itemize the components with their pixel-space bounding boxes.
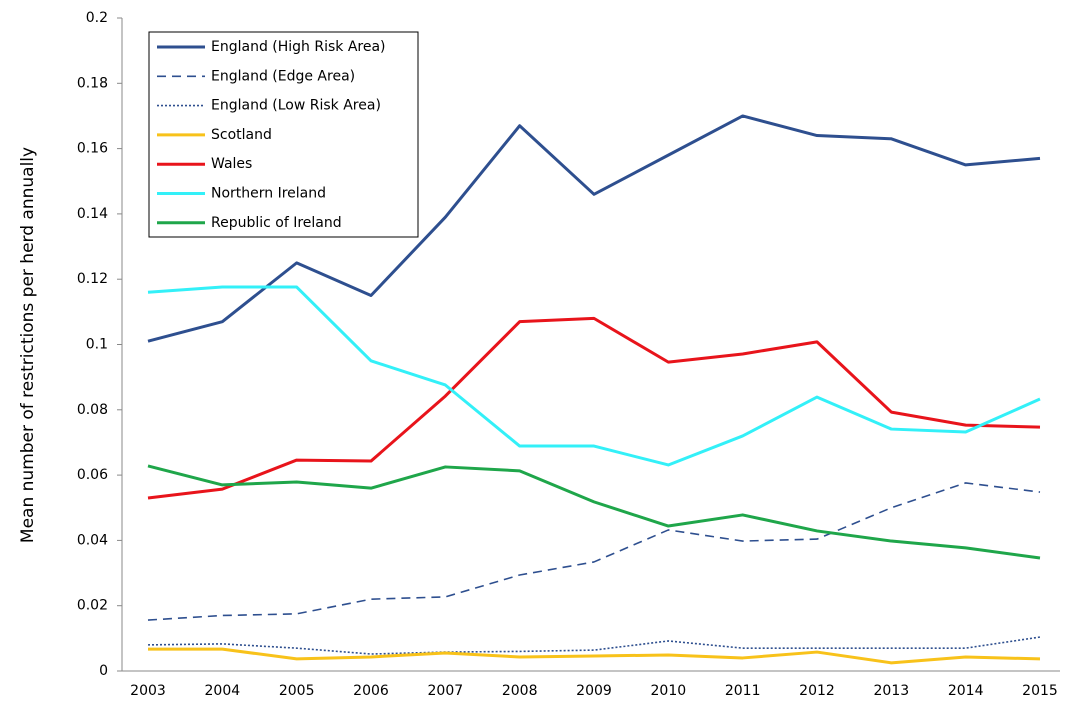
y-tick-label: 0.16 xyxy=(77,141,108,157)
x-tick-label: 2011 xyxy=(725,683,761,699)
x-tick-label: 2005 xyxy=(279,683,315,699)
x-tick-label: 2014 xyxy=(948,683,984,699)
y-tick-label: 0.08 xyxy=(77,402,108,418)
x-tick-label: 2015 xyxy=(1022,683,1058,699)
x-tick-label: 2007 xyxy=(428,683,464,699)
legend-label: England (Low Risk Area) xyxy=(211,98,381,114)
series-line xyxy=(147,114,1041,343)
x-tick-label: 2003 xyxy=(130,683,166,699)
series-line xyxy=(148,647,1041,665)
series-line xyxy=(147,316,1041,500)
y-tick-label: 0.02 xyxy=(77,598,108,614)
x-tick-label: 2008 xyxy=(502,683,538,699)
legend-label: Scotland xyxy=(211,127,272,143)
legend-label: England (High Risk Area) xyxy=(211,39,386,55)
series-line xyxy=(147,636,1041,655)
y-tick-label: 0.14 xyxy=(77,206,108,222)
y-tick-label: 0.1 xyxy=(86,337,108,353)
legend-label: Northern Ireland xyxy=(211,186,326,202)
y-tick-label: 0.18 xyxy=(77,75,108,91)
legend-label: Wales xyxy=(211,156,252,172)
legend-label: Republic of Ireland xyxy=(211,215,342,231)
x-tick-label: 2006 xyxy=(353,683,389,699)
x-tick-label: 2010 xyxy=(651,683,687,699)
x-tick-label: 2009 xyxy=(576,683,612,699)
series-line xyxy=(147,285,1041,467)
series-line xyxy=(147,464,1041,560)
y-tick-label: 0.04 xyxy=(77,532,108,548)
y-tick-label: 0.12 xyxy=(77,271,108,287)
series-line xyxy=(147,482,1041,621)
y-tick-label: 0.2 xyxy=(86,10,108,26)
x-tick-label: 2012 xyxy=(799,683,835,699)
x-tick-label: 2013 xyxy=(874,683,910,699)
legend-label: England (Edge Area) xyxy=(211,68,355,84)
x-tick-label: 2004 xyxy=(205,683,241,699)
y-tick-label: 0.06 xyxy=(77,467,108,483)
y-axis-label: Mean number of restrictions per herd ann… xyxy=(18,147,38,543)
y-tick-label: 0 xyxy=(99,663,108,679)
